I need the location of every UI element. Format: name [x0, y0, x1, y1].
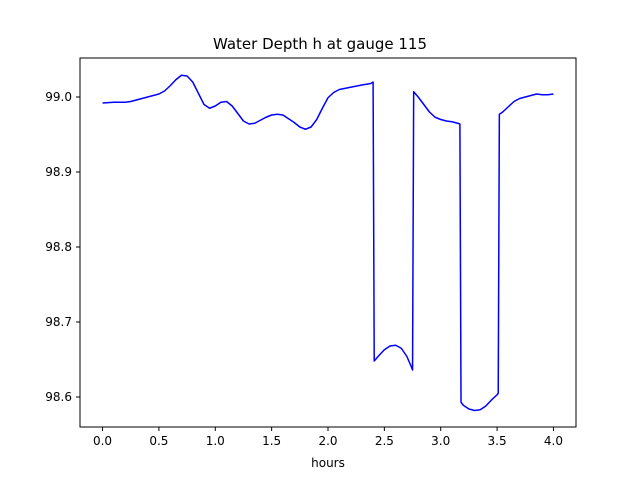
series-line-0: [102, 74, 554, 412]
x-tick-label: 4.0: [544, 434, 563, 448]
x-tick-label: 0.0: [93, 434, 112, 448]
x-axis-label: hours: [311, 456, 345, 470]
y-tick-label: 98.9: [45, 165, 72, 179]
x-tick-label: 1.5: [262, 434, 281, 448]
y-tick-label: 98.8: [45, 240, 72, 254]
x-tick-label: 3.0: [431, 434, 450, 448]
x-tick-label: 1.0: [206, 434, 225, 448]
y-tick-label: 98.7: [45, 315, 72, 329]
y-axis-ticks: 98.6 98.7 98.8 98.9 99.0: [45, 90, 80, 404]
x-tick-label: 2.5: [375, 434, 394, 448]
y-tick-label: 98.6: [45, 390, 72, 404]
x-tick-label: 0.5: [149, 434, 168, 448]
chart-title: Water Depth h at gauge 115: [213, 35, 427, 53]
x-tick-label: 3.5: [488, 434, 507, 448]
y-tick-label: 99.0: [45, 90, 72, 104]
x-tick-label: 2.0: [318, 434, 337, 448]
x-axis-ticks: 0.0 0.5 1.0 1.5 2.0 2.5 3.0 3.5 4.0: [93, 427, 563, 448]
